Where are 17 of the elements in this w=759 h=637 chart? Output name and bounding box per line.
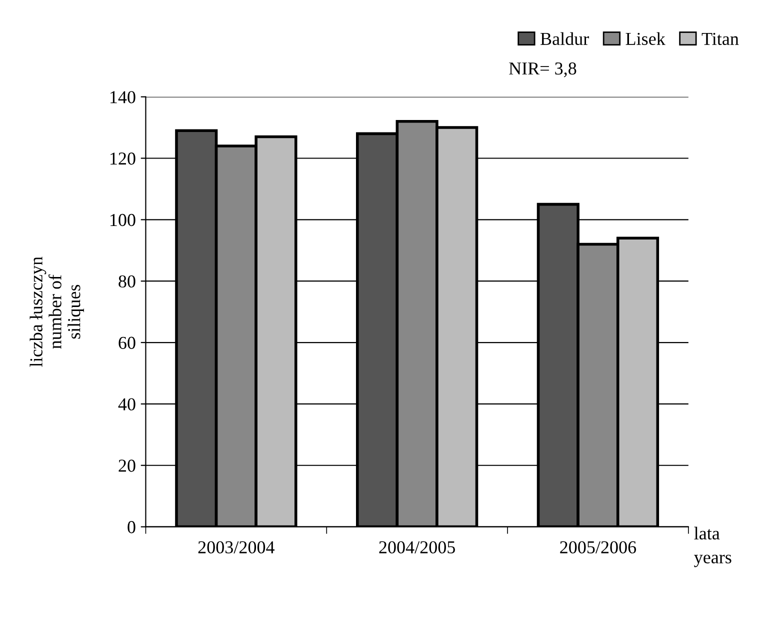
y-tick-label: 60 [118, 336, 136, 349]
y-axis-title: liczba łuszczyn number of siliques [30, 256, 84, 367]
y-tick-label: 100 [110, 214, 136, 226]
x-tick-label: 2003/2004 [198, 541, 275, 554]
y-tick-label: 0 [128, 521, 136, 534]
x-axis-title: lata years [694, 526, 732, 568]
y-tick-label: 40 [118, 398, 136, 410]
text: NIR= 3,8 [509, 62, 576, 78]
legend-label: Titan [702, 32, 739, 45]
x-tick-label: 2005/2006 [560, 541, 636, 554]
y-tick-label: 20 [118, 460, 136, 472]
y-tick-label: 140 [110, 91, 136, 104]
y-tick-label: 80 [118, 275, 136, 288]
legend-label: Baldur [540, 32, 589, 45]
y-tick-label: 120 [110, 152, 136, 165]
x-tick-label: 2004/2005 [379, 541, 455, 554]
legend-label: Lisek [626, 32, 666, 45]
